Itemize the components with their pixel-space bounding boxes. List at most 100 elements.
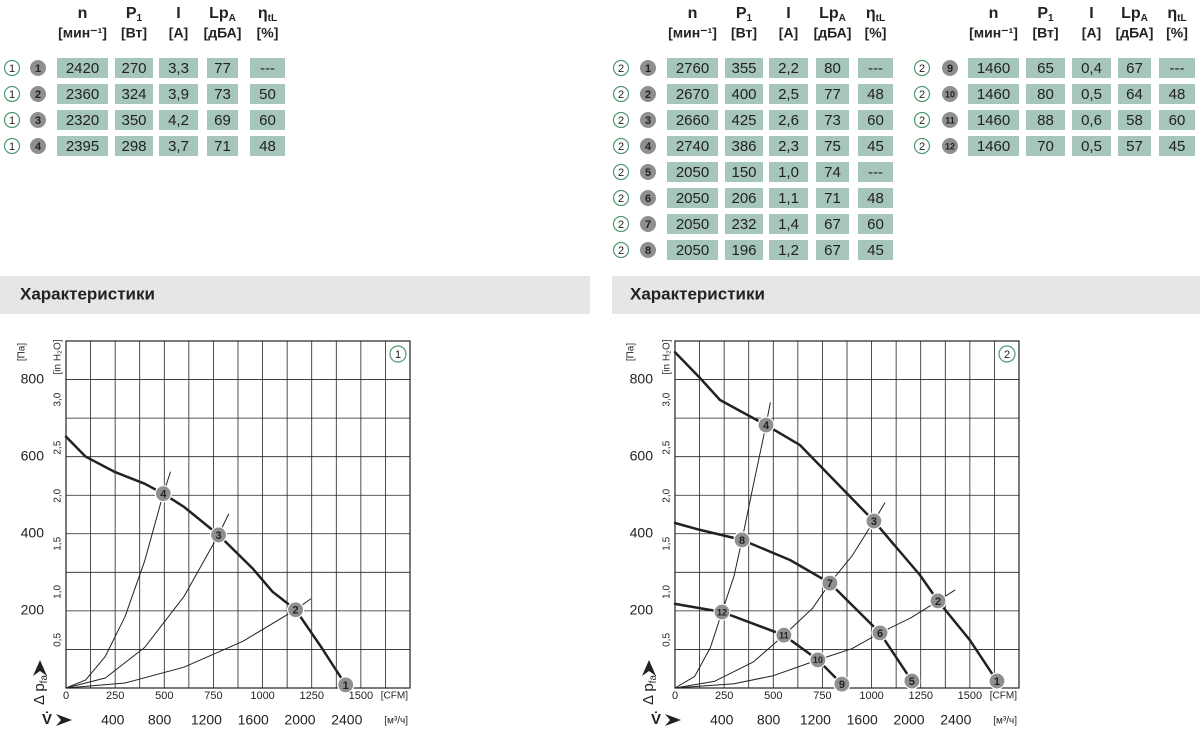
curve-badge-label: 2 [618,193,624,205]
plot-frame [65,340,411,689]
curve-badge [612,241,630,259]
operating-point [209,526,228,544]
y2-tick-label: 2,5 [53,440,64,454]
x2-tick-label: 800 [148,712,172,728]
table-cell [816,162,849,182]
table-cell-text: 232 [731,216,756,233]
y2-tick-label: 1,5 [662,536,673,550]
x-tick-label: 1500 [349,690,373,702]
curve-badge [3,59,21,77]
section-title: Характеристики [20,284,155,303]
point-badge [640,86,656,102]
point-badge-label: 3 [645,115,651,127]
system-curve [674,402,771,689]
table-cell [816,240,849,260]
curve-badge [3,137,21,155]
table-cell-text: 2,3 [778,138,799,155]
x2-tick-label: 400 [710,712,734,728]
table-cell-text: --- [868,60,883,77]
fan-curve [673,602,844,686]
system-curve [65,471,171,689]
table-cell-text: 80 [1037,86,1054,103]
operating-point [865,512,883,530]
header-subscript: A [1141,13,1148,24]
point-badge-label: 2 [35,89,41,101]
table-cell [858,240,893,260]
operating-point-label: 11 [779,631,789,641]
table-cell-text: 206 [731,190,756,207]
x2-tick-label: 1200 [800,712,831,728]
table-cell [667,240,718,260]
table-cell-text: 57 [1126,138,1143,155]
table-cell-text: 71 [824,190,841,207]
y-axis-arrow [33,660,47,676]
curve-badge [612,137,630,155]
table-cell-text: 355 [731,60,756,77]
point-badge-label: 5 [645,167,651,179]
table-cell [115,136,153,156]
header-symbol: I [1089,5,1093,22]
table-cell [159,84,198,104]
table-cell-text: 1,1 [778,190,799,207]
curve-badge [612,59,630,77]
y2-axis-unit: [in H₂O] [662,339,673,374]
table-cell-text: 1,2 [778,242,799,259]
point-badge [942,138,958,154]
table-cell [1159,84,1195,104]
table-cell-text: 2,5 [778,86,799,103]
header-symbol-text: I [1089,5,1093,22]
table-cell-text: 50 [259,86,276,103]
table-cell [1118,84,1151,104]
table-cell-text: 58 [1126,112,1143,129]
table-cell [816,84,849,104]
curve-badge-label: 2 [618,245,624,257]
table-cell-text: 75 [824,138,841,155]
header-unit: [дБА] [1116,25,1154,41]
table-cell [57,58,108,78]
table-cell-text: 0,5 [1081,138,1102,155]
table-cell [725,188,763,208]
point-badge-label: 2 [645,89,651,101]
header-symbol-text: n [989,5,999,22]
y-axis-symbol-sub: fa [39,675,50,684]
system-curve [674,589,956,689]
header-unit: [А] [169,25,188,41]
operating-point [988,672,1006,690]
x-tick-label: 250 [106,690,124,702]
header-symbol: ηtL [866,5,885,23]
y2-axis-unit: [in H₂O] [53,339,64,374]
table-cell [1118,58,1151,78]
header-subscript: A [229,13,236,24]
operating-point [733,531,751,549]
table-cell-text: 67 [824,216,841,233]
y2-tick-label: 2,0 [53,488,64,502]
curve-badge [3,111,21,129]
curve-badge-label: 1 [9,89,15,101]
operating-point-label: 4 [160,489,167,501]
table-cell-text: 270 [121,60,146,77]
curve-badge-label: 1 [9,63,15,75]
y2-tick-label: 1,5 [53,536,64,550]
x2-tick-label: 1600 [847,712,878,728]
table-cell-text: 88 [1037,112,1054,129]
curve-badge [612,189,630,207]
table-cell [1159,58,1195,78]
table-cell [667,110,718,130]
header-unit: [Вт] [731,25,757,41]
operating-point [337,676,355,694]
table-cell [816,214,849,234]
table-cell-text: 2050 [676,164,709,181]
table-cell-text: 2740 [676,138,709,155]
y-axis-symbol: Δ pfa [640,675,659,705]
header-subscript: tL [876,13,885,24]
table-cell-text: 324 [121,86,146,103]
operating-point [809,651,827,669]
point-badge [640,60,656,76]
section-band [612,276,1200,314]
x-tick-label: 1250 [908,690,932,702]
table-cell-text: 3,9 [168,86,189,103]
x-tick-label: 0 [63,690,69,702]
curve-badge-label: 2 [618,141,624,153]
table-cell [769,84,808,104]
table-cell [250,84,285,104]
